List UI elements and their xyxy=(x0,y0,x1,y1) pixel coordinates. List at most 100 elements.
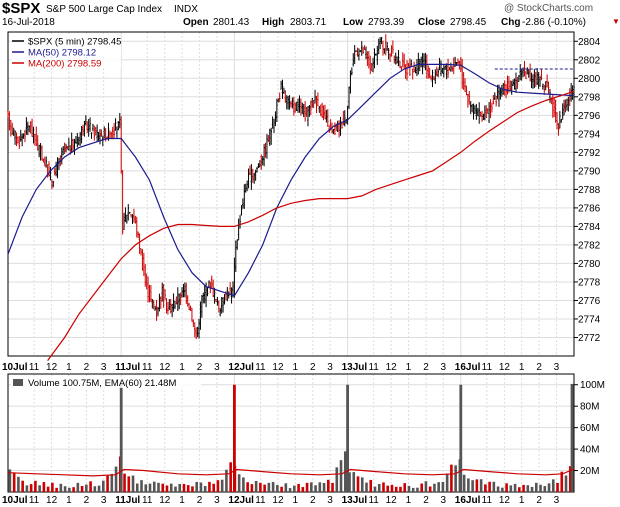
index-name-label: S&P 500 Large Cap Index xyxy=(46,4,163,15)
volume-legend-swatch xyxy=(13,379,23,386)
volume-bar xyxy=(93,486,97,492)
price-y-tick-label: 2780 xyxy=(578,259,601,270)
volume-bar xyxy=(568,466,572,492)
price-x-tick-label: 12 xyxy=(159,362,171,373)
price-y-tick-label: 2802 xyxy=(578,55,601,66)
price-x-tick-label: 1 xyxy=(519,362,525,373)
volume-bar xyxy=(543,486,547,492)
close-label: Close xyxy=(418,17,446,28)
volume-bar xyxy=(360,477,364,492)
volume-bar xyxy=(267,482,271,492)
watermark-label: @ StockCharts.com xyxy=(504,3,594,14)
volume-x-tick-label: 12Jul xyxy=(228,495,254,506)
volume-bar xyxy=(445,473,449,492)
volume-bar xyxy=(42,482,46,492)
volume-bar xyxy=(403,483,407,492)
volume-bar xyxy=(250,484,254,492)
volume-bar xyxy=(293,485,296,492)
price-x-tick-label: 12 xyxy=(46,362,58,373)
volume-x-tick-label: 11 xyxy=(29,495,40,506)
axis-layer: 2772 2774 2776 2778 2780 2782 2784 2786 2788 2790… xyxy=(2,37,605,506)
volume-x-tick-label: 11 xyxy=(255,495,266,506)
price-x-tick-label: 12 xyxy=(386,362,398,373)
volume-y-tick-label: 100M xyxy=(580,380,605,391)
volume-bar xyxy=(254,480,258,492)
volume-bar xyxy=(369,479,373,492)
volume-bar xyxy=(140,480,143,492)
price-y-tick-label: 2792 xyxy=(578,148,601,159)
volume-bar xyxy=(394,486,398,492)
volume-bar xyxy=(144,484,148,492)
volume-bar xyxy=(348,472,351,492)
volume-bar xyxy=(484,484,487,492)
volume-x-tick-label: 2 xyxy=(423,495,429,506)
date-label: 16-Jul-2018 xyxy=(2,17,55,28)
volume-bar xyxy=(479,479,483,492)
volume-bar xyxy=(178,483,182,492)
volume-bar xyxy=(46,486,50,492)
price-x-tick-label: 13Jul xyxy=(342,362,368,373)
volume-x-tick-label: 1 xyxy=(519,495,525,506)
price-x-tick-label: 11 xyxy=(29,362,40,373)
volume-y-tick-label: 60M xyxy=(580,423,599,434)
volume-bar xyxy=(199,482,203,492)
price-x-tick-label: 3 xyxy=(214,362,220,373)
volume-bar xyxy=(556,482,559,492)
volume-bar xyxy=(513,483,517,492)
volume-bar xyxy=(416,487,419,492)
volume-bar xyxy=(492,481,496,492)
volume-bar xyxy=(390,484,394,492)
down-arrow-icon: ▼ xyxy=(612,17,620,26)
volume-bar xyxy=(12,472,16,492)
volume-spike-bar xyxy=(346,384,349,492)
volume-bar xyxy=(352,472,356,492)
volume-bar xyxy=(284,483,288,492)
volume-bar xyxy=(169,483,173,492)
volume-bar xyxy=(322,482,326,492)
price-x-tick-label: 16Jul xyxy=(455,362,481,373)
volume-x-tick-label: 12 xyxy=(272,495,284,506)
volume-bar xyxy=(462,474,466,492)
volume-bar xyxy=(335,467,339,492)
price-x-tick-label: 11 xyxy=(482,362,493,373)
price-panel-frame xyxy=(7,31,575,357)
volume-bar xyxy=(127,476,131,492)
volume-x-tick-label: 13Jul xyxy=(342,495,368,506)
price-x-tick-label: 2 xyxy=(310,362,316,373)
volume-bar xyxy=(560,471,564,492)
chg-label: Chg xyxy=(501,17,521,28)
volume-bar xyxy=(114,466,118,492)
price-y-tick-label: 2790 xyxy=(578,166,601,177)
volume-bar xyxy=(131,475,135,492)
price-x-tick-label: 11 xyxy=(255,362,266,373)
price-x-tick-label: 3 xyxy=(101,362,107,373)
volume-bar xyxy=(38,485,41,492)
symbol-label: $SPX xyxy=(2,0,41,17)
price-y-tick-label: 2804 xyxy=(578,37,601,48)
price-x-tick-label: 12 xyxy=(272,362,284,373)
volume-bar xyxy=(165,485,169,492)
volume-x-tick-label: 3 xyxy=(101,495,107,506)
price-x-tick-label: 12Jul xyxy=(228,362,254,373)
volume-bar xyxy=(501,487,504,492)
price-x-tick-label: 1 xyxy=(66,362,72,373)
price-ohlc-bars xyxy=(7,34,575,339)
volume-bar xyxy=(110,473,114,492)
volume-bar xyxy=(411,487,415,492)
volume-legend-background xyxy=(11,377,201,388)
price-y-tick-label: 2796 xyxy=(578,111,601,122)
volume-bar xyxy=(496,486,500,492)
volume-bar xyxy=(288,488,292,492)
price-y-tick-label: 2778 xyxy=(578,277,601,288)
volume-x-tick-label: 3 xyxy=(327,495,333,506)
price-x-tick-label: 2 xyxy=(423,362,429,373)
price-x-tick-label: 2 xyxy=(197,362,203,373)
volume-bar xyxy=(220,479,224,492)
volume-bar xyxy=(76,482,80,492)
ma50-line xyxy=(7,63,575,297)
volume-bar xyxy=(203,486,207,492)
price-x-tick-label: 11Jul xyxy=(115,362,140,373)
price-y-tick-label: 2786 xyxy=(578,203,601,214)
